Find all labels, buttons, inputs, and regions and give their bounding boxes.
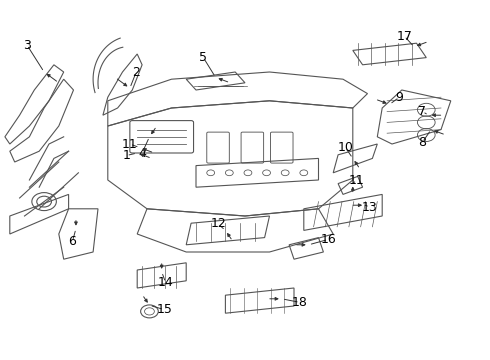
Text: 9: 9 bbox=[395, 91, 403, 104]
Text: 12: 12 bbox=[210, 217, 226, 230]
Text: 7: 7 bbox=[418, 105, 426, 118]
Text: 11: 11 bbox=[349, 174, 365, 186]
Text: 5: 5 bbox=[199, 51, 207, 64]
Text: 14: 14 bbox=[158, 276, 173, 289]
Text: 18: 18 bbox=[292, 296, 308, 309]
Text: 2: 2 bbox=[132, 66, 140, 78]
Text: 1: 1 bbox=[122, 149, 130, 162]
Text: 3: 3 bbox=[23, 39, 31, 51]
Text: 17: 17 bbox=[396, 30, 412, 42]
Text: 10: 10 bbox=[338, 141, 353, 154]
Text: 13: 13 bbox=[362, 201, 378, 213]
Text: 15: 15 bbox=[156, 303, 172, 316]
Text: 6: 6 bbox=[69, 235, 76, 248]
Text: 11: 11 bbox=[122, 138, 138, 150]
Text: 16: 16 bbox=[320, 233, 336, 246]
Text: 4: 4 bbox=[138, 147, 146, 159]
Text: 8: 8 bbox=[418, 136, 426, 149]
